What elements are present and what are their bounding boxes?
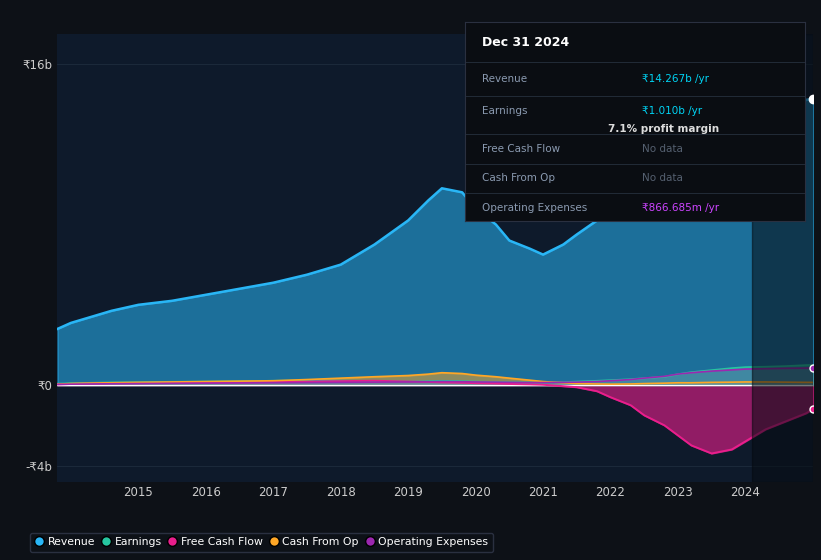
Text: 7.1% profit margin: 7.1% profit margin: [608, 124, 719, 134]
Text: ₹1.010b /yr: ₹1.010b /yr: [642, 106, 702, 116]
Bar: [752, 34, 813, 482]
Text: Free Cash Flow: Free Cash Flow: [482, 143, 560, 153]
Text: Revenue: Revenue: [482, 74, 527, 84]
Text: ₹866.685m /yr: ₹866.685m /yr: [642, 203, 719, 213]
Text: ₹14.267b /yr: ₹14.267b /yr: [642, 74, 709, 84]
Text: No data: No data: [642, 143, 683, 153]
Text: Cash From Op: Cash From Op: [482, 174, 555, 184]
Text: Operating Expenses: Operating Expenses: [482, 203, 587, 213]
Text: Earnings: Earnings: [482, 106, 527, 116]
Legend: Revenue, Earnings, Free Cash Flow, Cash From Op, Operating Expenses: Revenue, Earnings, Free Cash Flow, Cash …: [30, 533, 493, 552]
Text: Dec 31 2024: Dec 31 2024: [482, 36, 569, 49]
Text: No data: No data: [642, 174, 683, 184]
